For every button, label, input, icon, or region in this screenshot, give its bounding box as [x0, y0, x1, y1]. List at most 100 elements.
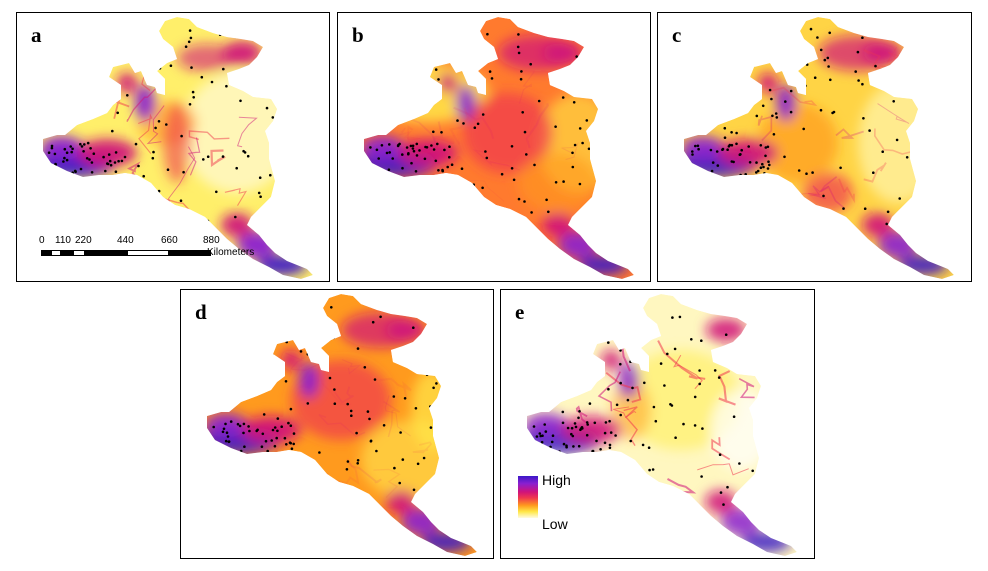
sample-point — [89, 147, 92, 150]
sample-point — [166, 168, 170, 171]
sample-point — [562, 442, 566, 446]
sample-point — [629, 360, 632, 363]
sample-point — [599, 448, 602, 451]
sample-point — [490, 77, 494, 80]
sample-point — [456, 198, 460, 202]
sample-point — [182, 170, 185, 174]
map-surface — [684, 17, 954, 279]
sample-point — [572, 326, 575, 330]
sample-point — [410, 50, 413, 54]
sample-point — [107, 153, 111, 156]
sample-point — [242, 149, 245, 153]
sample-point — [609, 431, 613, 434]
sample-point — [393, 466, 396, 470]
sample-point — [832, 110, 836, 114]
sample-point — [392, 395, 396, 398]
sample-point — [356, 459, 360, 462]
sample-point — [748, 161, 752, 164]
sample-point — [158, 67, 162, 70]
sample-point — [804, 84, 807, 88]
sample-point — [723, 108, 726, 111]
sample-point — [82, 45, 85, 49]
sample-point — [562, 341, 565, 344]
sample-point — [448, 155, 451, 159]
sample-point — [718, 214, 721, 217]
sample-point — [277, 307, 281, 310]
sample-point — [90, 161, 94, 164]
sample-point — [215, 190, 218, 194]
sample-point — [730, 143, 734, 147]
sample-point — [269, 78, 273, 82]
sample-point — [225, 431, 229, 434]
sample-point — [693, 395, 697, 399]
sample-point — [861, 82, 864, 86]
sample-point — [424, 348, 428, 351]
sample-point — [819, 48, 823, 52]
sample-point — [727, 42, 731, 46]
sample-point — [435, 49, 438, 52]
sample-point — [823, 58, 827, 62]
sample-point — [222, 67, 225, 71]
sample-point — [621, 321, 625, 324]
sample-point — [314, 314, 317, 318]
sample-point — [744, 173, 747, 176]
sample-point — [554, 181, 558, 184]
sample-point — [346, 402, 349, 406]
sample-point — [255, 429, 258, 433]
sample-point — [530, 211, 533, 214]
sample-point — [276, 429, 279, 433]
sample-point — [766, 167, 770, 170]
sample-point — [405, 218, 408, 221]
sample-point — [739, 153, 742, 156]
sample-point — [165, 123, 168, 126]
sample-point — [134, 142, 138, 146]
sample-point — [694, 144, 697, 148]
sample-point — [423, 157, 427, 161]
sample-point — [512, 178, 516, 182]
sample-point — [805, 63, 809, 66]
sample-point — [54, 162, 57, 166]
sample-point — [221, 155, 225, 158]
sample-point — [595, 27, 599, 31]
sample-point — [240, 459, 244, 462]
sample-point — [725, 194, 728, 198]
sample-point — [670, 499, 674, 503]
sample-point — [460, 167, 464, 170]
sample-point — [414, 407, 418, 410]
sample-point — [90, 171, 94, 174]
sample-point — [333, 402, 337, 405]
sample-point — [794, 83, 797, 86]
sample-point — [573, 143, 577, 147]
map-c — [684, 17, 954, 279]
sample-point — [783, 34, 787, 38]
scale-segment — [51, 250, 61, 256]
sample-point — [422, 456, 426, 460]
map-surface — [527, 294, 797, 556]
sample-point — [573, 368, 576, 372]
sample-point — [375, 148, 379, 152]
sample-point — [368, 417, 371, 421]
sample-point — [554, 125, 557, 128]
sample-point — [541, 434, 544, 437]
sample-point — [549, 445, 552, 449]
sample-point — [723, 136, 727, 139]
sample-point — [269, 53, 272, 56]
sample-point — [723, 126, 727, 130]
sample-point — [721, 148, 724, 151]
sample-point — [432, 386, 435, 390]
sample-point — [647, 446, 651, 449]
sample-point — [330, 306, 333, 309]
sample-point — [268, 65, 271, 69]
sample-point — [533, 163, 536, 167]
sample-point — [756, 169, 760, 173]
sample-point — [306, 402, 310, 405]
sample-point — [387, 168, 391, 171]
sample-point — [416, 462, 420, 466]
sample-point — [759, 426, 762, 430]
sample-point — [292, 432, 296, 435]
sample-point — [271, 129, 275, 133]
scale-segment — [127, 250, 169, 256]
sample-point — [648, 468, 651, 472]
sample-point — [95, 82, 98, 86]
sample-point — [596, 186, 599, 190]
